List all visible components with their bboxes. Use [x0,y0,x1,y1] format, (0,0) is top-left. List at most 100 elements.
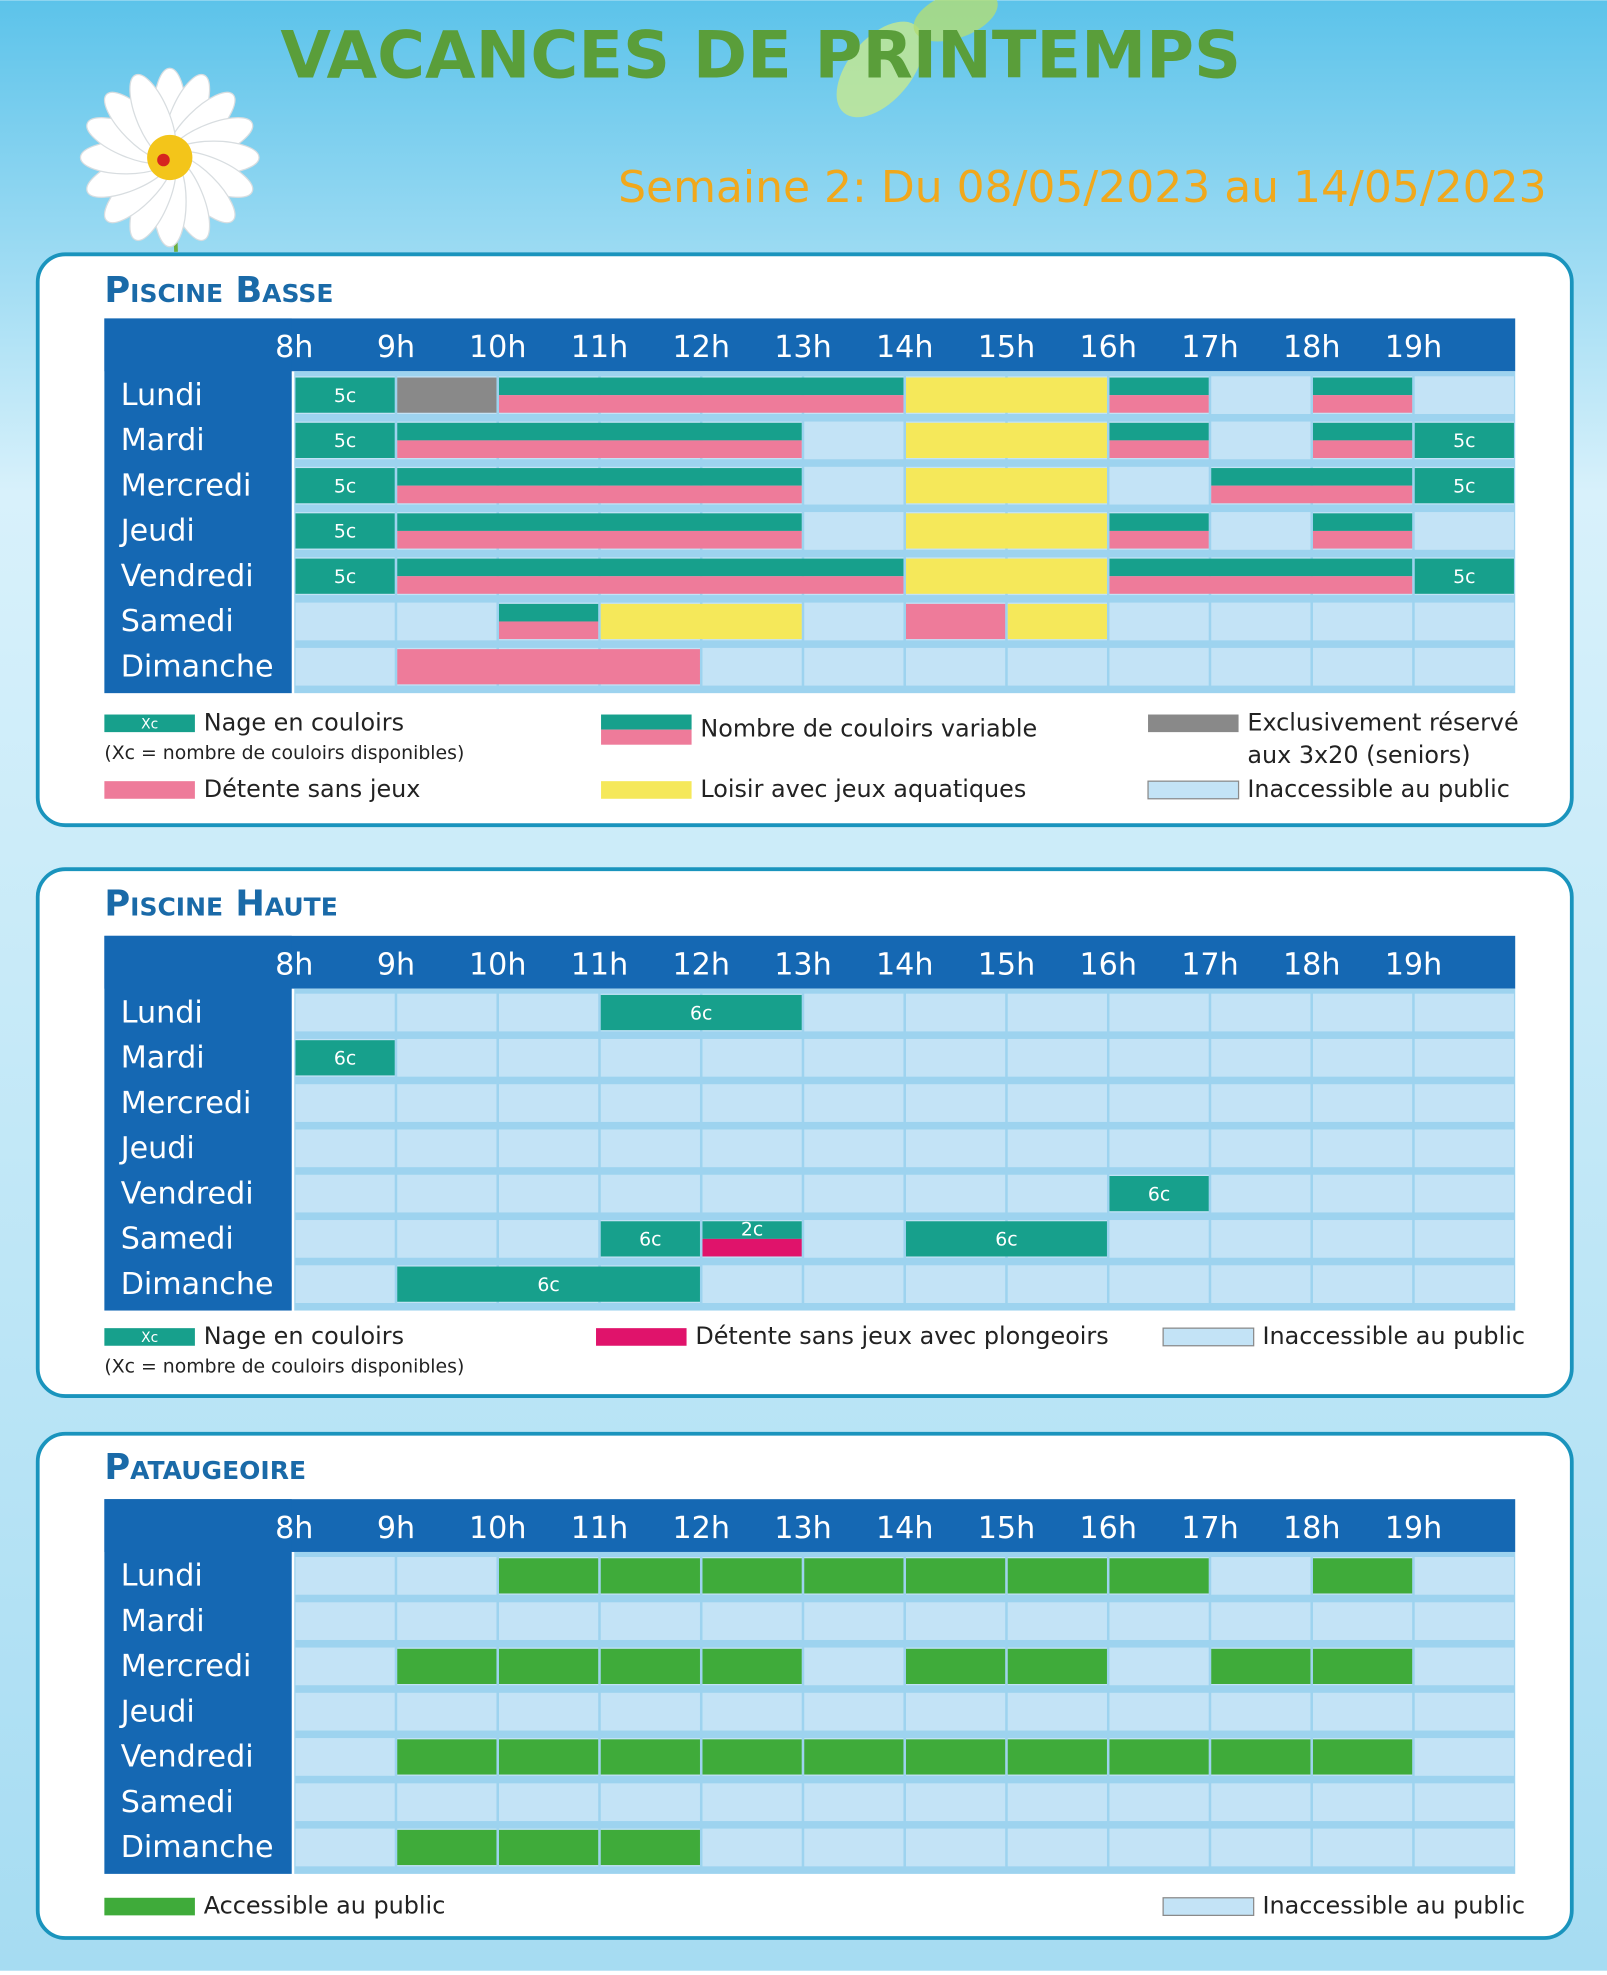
empty-cell [397,1557,497,1595]
empty-cell [804,993,904,1032]
empty-cell [1109,1647,1209,1686]
legend-text: Inaccessible au public [1262,1322,1525,1350]
empty-cell [804,421,904,460]
block [600,1829,700,1866]
legend-note: (Xc = nombre de couloirs disponibles) [104,1356,464,1378]
block [1414,468,1514,504]
hour-label: 16h [1079,1511,1137,1546]
legend-text: Inaccessible au public [1247,775,1510,803]
empty-cell [1109,1220,1209,1258]
day-label: Samedi [121,1785,234,1820]
block-top [702,1221,802,1239]
grid-bg [294,1551,1516,1874]
block-top [1109,422,1209,441]
legend-text: Accessible au public [204,1892,446,1920]
empty-cell [804,1174,904,1213]
hour-label: 10h [469,948,527,983]
empty-cell [295,1129,395,1168]
empty-cell [1109,647,1209,686]
hour-label: 15h [978,948,1036,983]
empty-cell [1414,1129,1514,1168]
block-bottom [397,530,802,549]
block-bottom [1109,530,1209,549]
block-bottom [1312,440,1413,459]
section-title: Pataugeoire [104,1447,306,1488]
empty-cell [1414,376,1514,414]
block [1414,422,1514,459]
legend-swatch [601,781,692,799]
empty-cell [1414,1828,1514,1867]
empty-cell [295,1828,395,1867]
block [905,377,1107,413]
empty-cell [397,1129,497,1168]
empty-cell [1211,1265,1311,1304]
empty-cell [905,1602,1006,1640]
block [1312,1648,1413,1685]
hour-label: 11h [571,1511,629,1546]
empty-cell [1211,1084,1311,1122]
legend-text: Détente sans jeux [204,775,421,803]
legend-swatch [1162,1327,1255,1347]
day-label: Dimanche [121,1267,274,1302]
empty-cell [1007,1174,1107,1213]
block [295,468,395,504]
empty-cell [1414,1783,1514,1822]
empty-cell [295,1692,395,1731]
empty-cell [498,1084,599,1122]
empty-cell [1312,647,1413,686]
empty-cell [1211,1602,1311,1640]
block-bottom [702,1238,802,1257]
empty-cell [1414,1084,1514,1122]
block-top [1211,468,1413,486]
legend-text: Loisir avec jeux aquatiques [700,775,1026,803]
block-label: 5c [1453,430,1475,452]
empty-cell [295,1647,395,1686]
block [1007,1648,1107,1685]
empty-cell [600,1174,700,1213]
hour-label: 17h [1181,330,1239,365]
hour-label: 10h [469,1511,527,1546]
day-label: Jeudi [119,1131,195,1166]
block-top [397,558,904,577]
empty-cell [702,647,802,686]
block-label: 5c [334,475,356,497]
empty-cell [804,466,904,505]
empty-cell [702,1783,802,1822]
empty-cell [1414,602,1514,641]
day-label: Mardi [121,1041,205,1076]
empty-cell [1109,1265,1209,1304]
block [600,1739,700,1775]
legend-swatch [601,714,692,730]
block-label: 6c [1148,1183,1170,1205]
empty-cell [397,1692,497,1731]
empty-cell [804,1783,904,1822]
legend-swatch [104,1897,195,1916]
hour-label: 10h [469,330,527,365]
empty-cell [1007,1084,1107,1122]
block [905,513,1107,549]
empty-cell [1312,1602,1413,1640]
empty-cell [1007,647,1107,686]
empty-cell [702,1602,802,1640]
hour-label: 9h [377,1511,415,1546]
empty-cell [600,1783,700,1822]
block [1109,1176,1209,1212]
block [1007,1739,1107,1775]
day-label: Mercredi [121,1649,252,1684]
empty-cell [1109,1602,1209,1640]
day-label: Dimanche [121,1830,274,1865]
empty-cell [1312,1220,1413,1258]
block [804,1739,904,1775]
hour-label: 13h [774,1511,832,1546]
empty-cell [905,1692,1006,1731]
block [1414,558,1514,594]
empty-cell [804,1220,904,1258]
day-label: Mercredi [121,468,252,503]
block [1007,603,1107,640]
block-bottom [397,576,904,594]
block-top [1312,422,1413,441]
block [397,1739,497,1775]
empty-cell [1211,1129,1311,1168]
block [397,1829,497,1866]
block [600,1648,700,1685]
